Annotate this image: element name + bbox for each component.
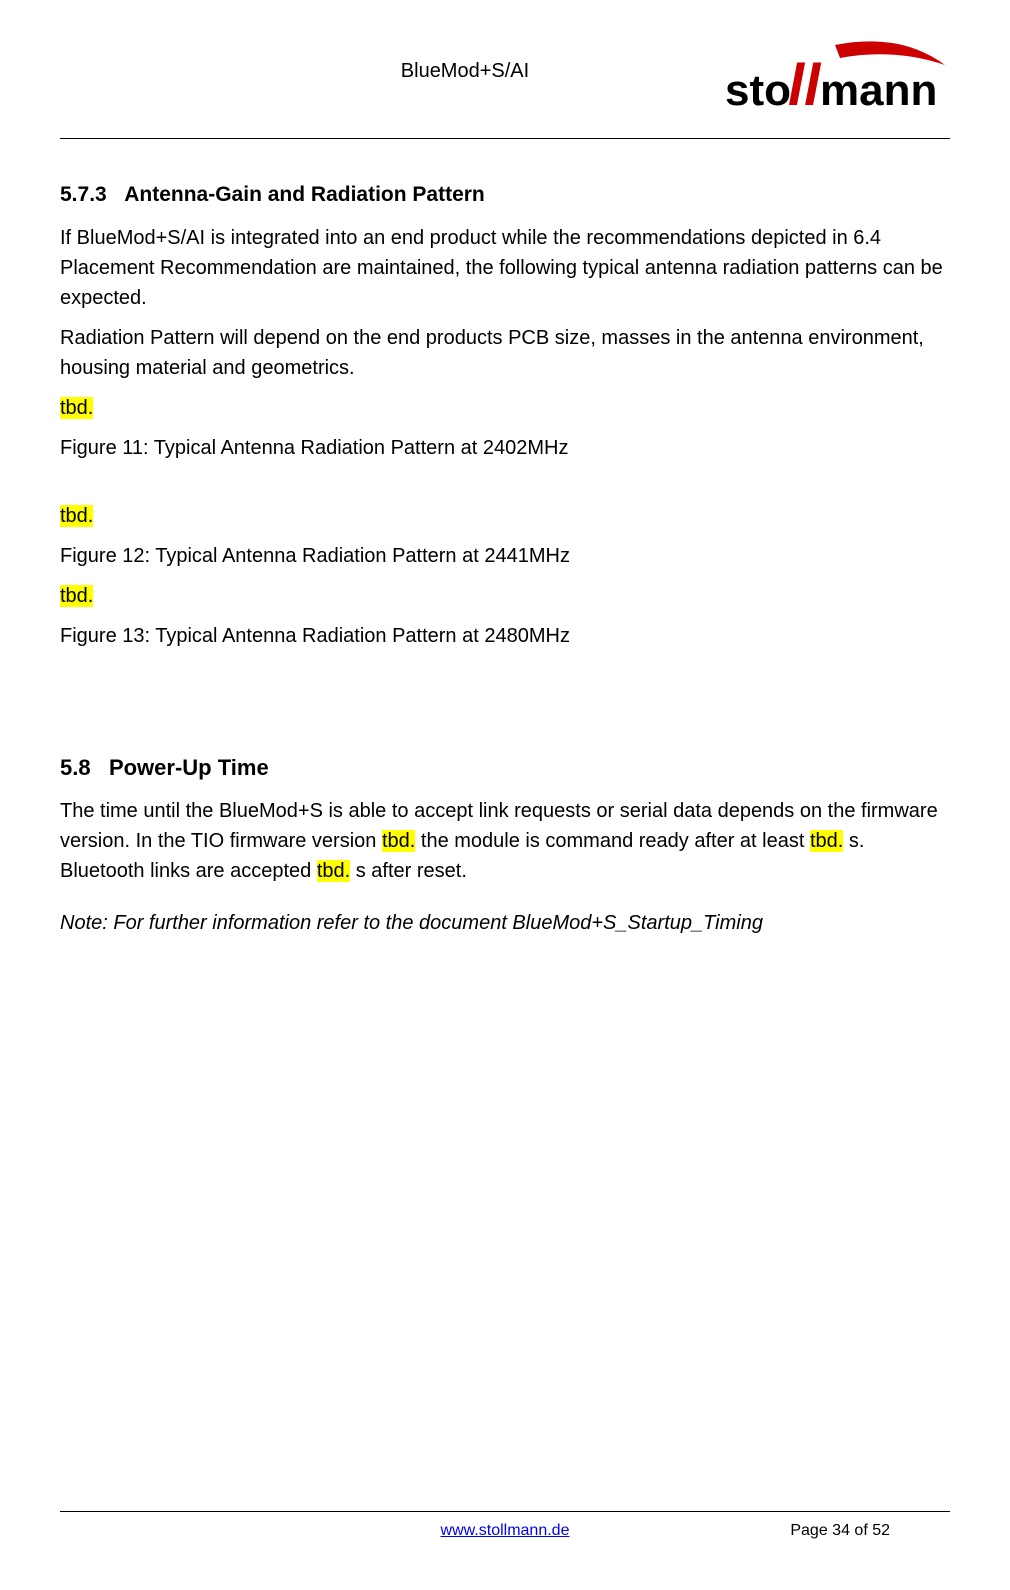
logo-swoosh-icon	[835, 41, 945, 65]
tbd-placeholder: tbd.	[60, 393, 950, 423]
figure-caption: Figure 12: Typical Antenna Radiation Pat…	[60, 541, 950, 571]
figure-caption: Figure 11: Typical Antenna Radiation Pat…	[60, 433, 950, 463]
heading-number: 5.8	[60, 755, 91, 780]
highlight-tbd: tbd.	[60, 585, 93, 607]
svg-text:mann: mann	[820, 66, 937, 115]
highlight-tbd: tbd.	[60, 505, 93, 527]
page-container: BlueMod+S/AI sto ll mann 5.7.3 Antenna-G…	[0, 0, 1010, 1590]
svg-text:sto: sto	[725, 66, 791, 115]
note-paragraph: Note: For further information refer to t…	[60, 908, 950, 938]
heading-text: Antenna-Gain and Radiation Pattern	[124, 183, 485, 206]
footer-link[interactable]: www.stollmann.de	[441, 1522, 570, 1539]
page-content: 5.7.3 Antenna-Gain and Radiation Pattern…	[60, 179, 950, 1511]
text-run: the module is command ready after at lea…	[415, 830, 810, 852]
heading-text: Power-Up Time	[109, 755, 269, 780]
stollmann-logo: sto ll mann	[720, 40, 950, 120]
tbd-placeholder: tbd.	[60, 501, 950, 531]
highlight-tbd: tbd.	[810, 830, 843, 852]
paragraph: The time until the BlueMod+S is able to …	[60, 796, 950, 886]
paragraph: Radiation Pattern will depend on the end…	[60, 323, 950, 383]
spacer	[60, 473, 950, 501]
document-title: BlueMod+S/AI	[60, 40, 720, 83]
svg-text:ll: ll	[788, 53, 822, 118]
highlight-tbd: tbd.	[60, 397, 93, 419]
paragraph: If BlueMod+S/AI is integrated into an en…	[60, 223, 950, 313]
tbd-placeholder: tbd.	[60, 581, 950, 611]
heading-number: 5.7.3	[60, 183, 107, 206]
page-footer: www.stollmann.de Page 34 of 52	[60, 1511, 950, 1540]
highlight-tbd: tbd.	[317, 860, 350, 882]
heading-58: 5.8 Power-Up Time	[60, 751, 950, 784]
page-number: Page 34 of 52	[790, 1522, 890, 1540]
figure-caption: Figure 13: Typical Antenna Radiation Pat…	[60, 621, 950, 651]
text-run: s after reset.	[350, 860, 467, 882]
page-header: BlueMod+S/AI sto ll mann	[60, 40, 950, 139]
footer-wrap: www.stollmann.de Page 34 of 52	[60, 1522, 950, 1540]
highlight-tbd: tbd.	[382, 830, 415, 852]
heading-573: 5.7.3 Antenna-Gain and Radiation Pattern	[60, 179, 950, 211]
